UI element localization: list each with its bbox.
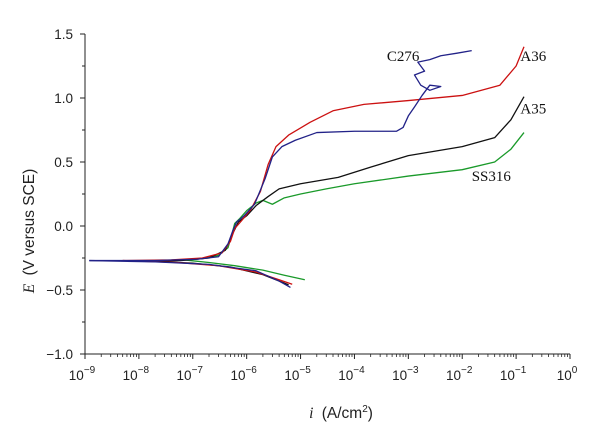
series-layer <box>89 46 525 289</box>
series-ss316-cathodic-line <box>184 259 305 281</box>
y-tick-label: −0.5 <box>46 283 73 298</box>
x-tick-label: 10−8 <box>123 365 150 383</box>
axes-layer: 1.5 1.0 0.5 0.0 −0.5 −1.0 10−9 10−8 10−7 10−6 10−5… <box>46 27 577 383</box>
x-tick-label: 10−4 <box>338 365 365 383</box>
x-tick-label: 10−5 <box>284 365 311 383</box>
x-tick-label: 10−2 <box>446 365 473 383</box>
y-tick-label: 0.0 <box>54 219 73 234</box>
x-tick-label: 10−6 <box>230 365 257 383</box>
series-c276-anodic-line <box>89 49 472 262</box>
series-label-a36: A36 <box>520 49 546 65</box>
y-tick-label: 1.0 <box>54 91 73 106</box>
labels-layer: SS316 A35 A36 C276 <box>387 49 547 185</box>
x-tick-label: 10−3 <box>392 365 419 383</box>
series-a36-anodic-line <box>122 46 525 262</box>
series-label-c276: C276 <box>387 49 420 65</box>
series-label-ss316: SS316 <box>472 169 512 185</box>
series-a35-cathodic-line <box>148 260 289 286</box>
y-tick-label: 0.5 <box>54 155 73 170</box>
x-tick-label: 100 <box>557 365 578 383</box>
series-ss316-anodic-line <box>184 132 525 261</box>
y-axis-label: E (V versus SCE) <box>21 169 38 295</box>
x-tick-label: 10−9 <box>69 365 96 383</box>
series-c276-cathodic-line <box>89 259 291 289</box>
y-tick-label: 1.5 <box>54 27 73 42</box>
series-label-a35: A35 <box>520 101 546 117</box>
x-tick-label: 10−1 <box>500 365 527 383</box>
x-tick-label: 10−7 <box>177 365 204 383</box>
x-axis-label: i (A/cm2) <box>309 404 373 422</box>
series-a35-anodic-line <box>148 96 525 262</box>
y-tick-label: −1.0 <box>46 347 73 362</box>
